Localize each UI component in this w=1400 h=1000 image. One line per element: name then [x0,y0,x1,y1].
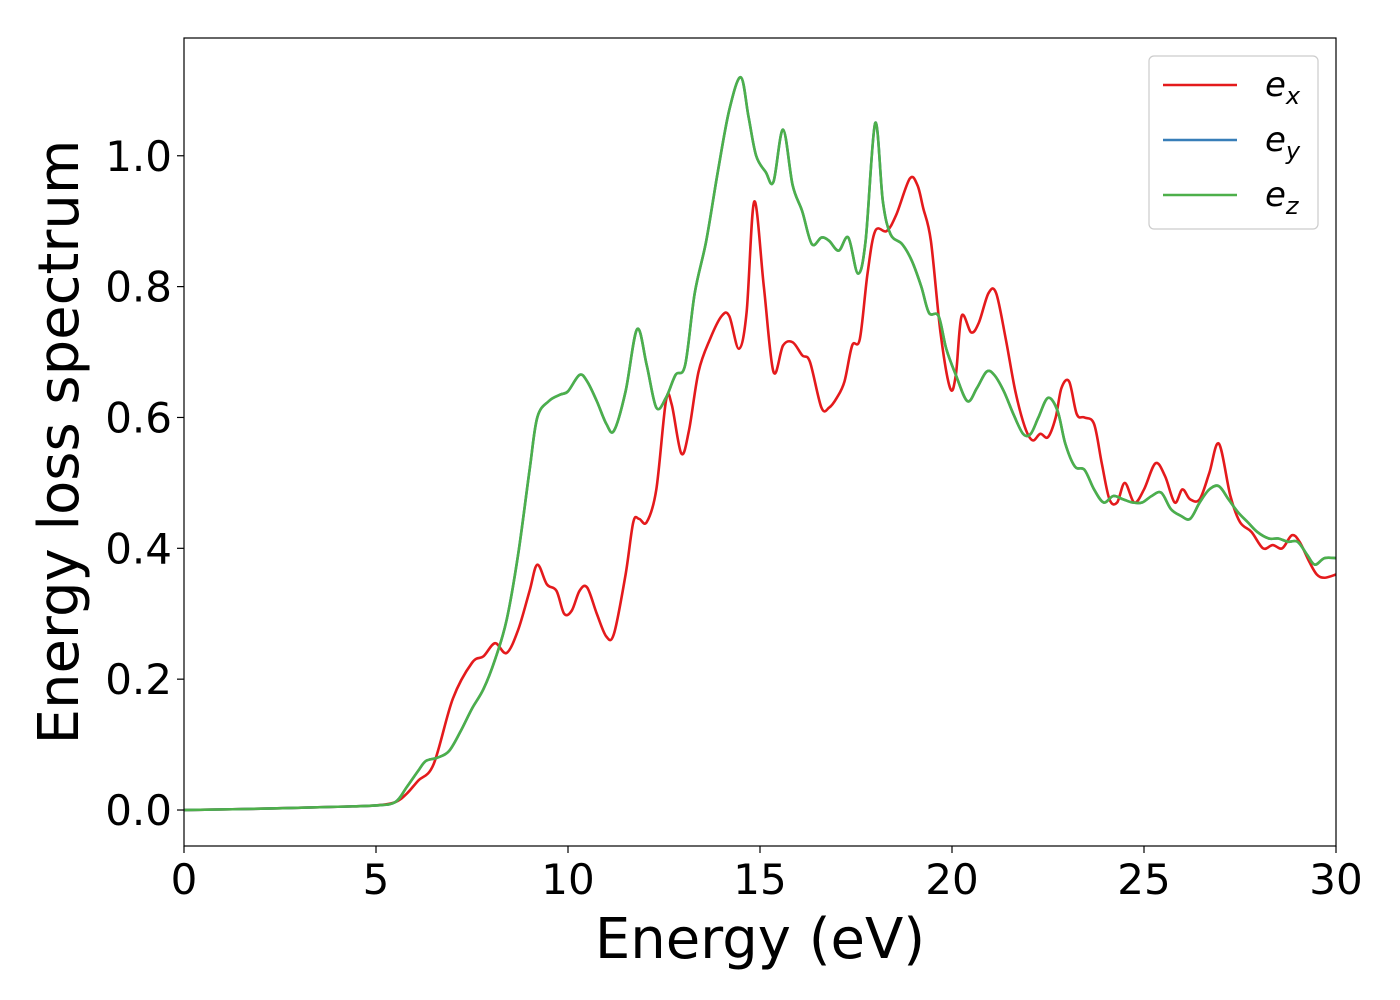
y-tick-label: 0.8 [105,263,172,312]
series-line-e-z [184,75,1336,812]
x-tick-label: 15 [733,855,786,904]
y-tick-label: 0.0 [105,786,172,835]
x-tick-label: 10 [541,855,594,904]
x-axis-title: Energy (eV) [595,907,925,972]
y-tick-label: 0.6 [105,393,172,442]
legend-label-e-z: ez [1265,175,1300,220]
y-tick-label: 0.2 [105,655,172,704]
y-axis-ticks: 0.0 0.2 0.4 0.6 0.8 1.0 [105,132,184,835]
legend-label-main: e [1265,175,1286,215]
x-tick-label: 25 [1117,855,1170,904]
x-tick-label: 20 [925,855,978,904]
legend-label-subscript: y [1285,137,1301,165]
legend-label-main: e [1265,120,1286,160]
y-tick-label: 0.4 [105,524,172,573]
legend-label-subscript: z [1285,192,1300,220]
legend-label-subscript: x [1285,82,1301,110]
legend-box [1148,55,1319,230]
series-line-e-x [184,175,1336,812]
y-tick-label: 1.0 [105,132,172,181]
x-tick-label: 30 [1309,855,1362,904]
x-tick-label: 0 [171,855,198,904]
legend-label-main: e [1265,65,1286,105]
legend-label-e-x: ex [1265,65,1301,110]
y-axis-title: Energy loss spectrum [27,140,92,745]
x-tick-label: 5 [363,855,390,904]
legend-label-e-y: ey [1265,120,1301,165]
x-axis-ticks: 0 5 10 15 20 25 30 [171,846,1363,904]
plot-frame [183,37,1337,847]
series-lines [184,75,1336,812]
plot-area [184,38,1336,846]
